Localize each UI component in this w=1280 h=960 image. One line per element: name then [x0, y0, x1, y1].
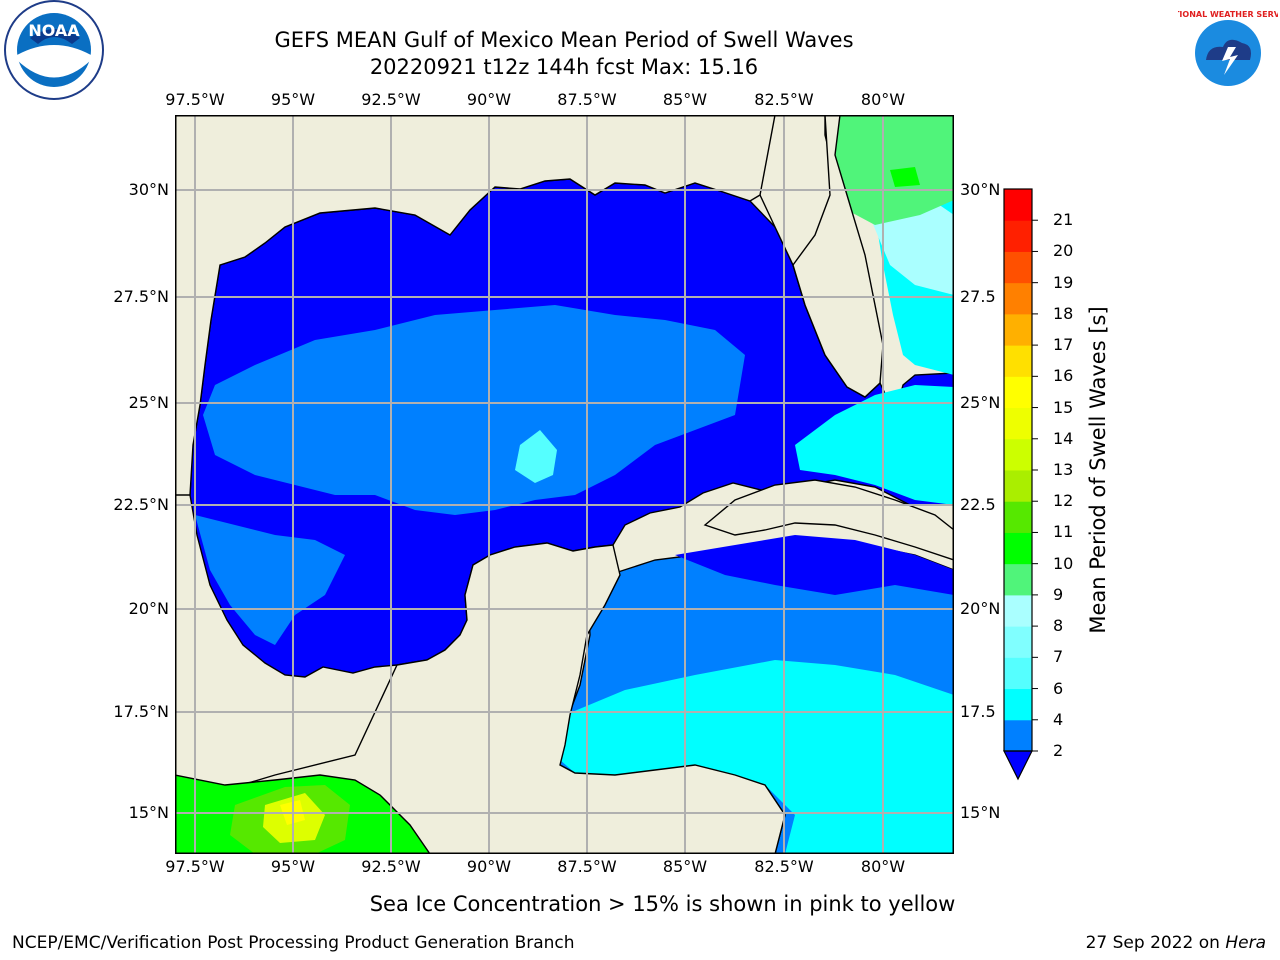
colorbar-segment	[1004, 251, 1032, 284]
colorbar-segment	[1004, 220, 1032, 252]
lon-tick-top: 82.5°W	[754, 90, 814, 109]
caribbean-period-6-8	[560, 660, 954, 854]
map-panel	[175, 115, 954, 854]
colorbar-segment	[1004, 532, 1032, 565]
lon-tick-top: 90°W	[466, 90, 512, 109]
lat-tick-right: 17.5	[960, 702, 996, 721]
colorbar-segment	[1004, 407, 1032, 440]
caribbean-period-2-4-north	[675, 535, 954, 595]
lat-tick-left: 22.5°N	[113, 495, 169, 514]
lon-tick-bottom: 97.5°W	[165, 857, 225, 876]
chart-subtitle: 20220921 t12z 144h fcst Max: 15.16	[369, 55, 759, 79]
cuba	[703, 479, 954, 561]
footer-branch: NCEP/EMC/Verification Post Processing Pr…	[12, 933, 575, 953]
sea-ice-note: Sea Ice Concentration > 15% is shown in …	[369, 892, 956, 916]
atlantic-period-10-11	[890, 167, 920, 187]
colorbar-tick-label: 18	[1053, 303, 1074, 323]
colorbar-tick-label: 16	[1053, 366, 1074, 386]
lat-tick-left: 27.5°N	[113, 287, 169, 306]
colorbar-segment	[1004, 345, 1032, 377]
footer-date-text: 27 Sep 2022 on	[1085, 933, 1220, 953]
lat-tick-right: 22.5	[960, 495, 996, 514]
colorbar-tick-label: 20	[1053, 241, 1074, 261]
lon-tick-bottom: 95°W	[270, 857, 316, 876]
lat-tick-right: 25°N	[960, 393, 1001, 412]
nws-logo-text: NATIONAL WEATHER SERVICE	[1178, 10, 1278, 19]
lon-tick-top: 97.5°W	[165, 90, 225, 109]
lat-tick-left: 17.5°N	[113, 702, 169, 721]
lat-tick-right: 27.5	[960, 287, 996, 306]
gulf-period-4-6-southwest	[195, 515, 345, 645]
lon-tick-bottom: 87.5°W	[557, 857, 617, 876]
colorbar-tick-label: 9	[1053, 584, 1064, 604]
colorbar-segment	[1004, 470, 1032, 502]
noaa-logo: NOAA	[4, 0, 104, 100]
colorbar-tick-label: 8	[1053, 616, 1064, 636]
lon-tick-top: 87.5°W	[557, 90, 617, 109]
gridlines	[175, 115, 954, 854]
florida-east-land	[792, 115, 884, 398]
colorbar-tick-label: 10	[1053, 553, 1074, 573]
us-gulf-coast	[175, 115, 776, 496]
gulf-period-6-8-patch	[515, 430, 557, 483]
florida-straits-cyan	[795, 385, 954, 505]
lat-tick-left: 20°N	[128, 599, 169, 618]
noaa-logo-text: NOAA	[28, 21, 80, 40]
colorbar-tick-label: 2	[1053, 741, 1064, 760]
lon-tick-bottom: 90°W	[466, 857, 512, 876]
colorbar-segment	[1004, 594, 1032, 627]
colorbar-segment	[1004, 376, 1032, 409]
colorbar-tick-label: 19	[1053, 272, 1074, 292]
colorbar-segment	[1004, 189, 1032, 221]
lat-tick-left: 30°N	[128, 180, 169, 199]
lat-tick-left: 15°N	[128, 803, 169, 822]
colorbar-segment	[1004, 501, 1032, 533]
footer-machine: Hera	[1225, 933, 1266, 953]
lon-tick-top: 92.5°W	[361, 90, 421, 109]
lon-tick-bottom: 85°W	[662, 857, 708, 876]
colorbar-tick-label: 13	[1053, 460, 1074, 479]
colorbar-tick-label: 4	[1053, 709, 1064, 729]
lat-tick-left: 25°N	[128, 393, 169, 412]
colorbar-segment	[1004, 313, 1032, 346]
colorbar-tick-label: 21	[1053, 210, 1074, 230]
colorbar-segment	[1004, 282, 1032, 315]
lat-tick-right: 15°N	[960, 803, 1001, 822]
lon-tick-bottom: 92.5°W	[361, 857, 421, 876]
colorbar-tick-label: 11	[1053, 522, 1074, 542]
footer-date: 27 Sep 2022 on Hera	[1086, 933, 1266, 953]
lon-tick-top: 85°W	[662, 90, 708, 109]
colorbar-segment	[1004, 626, 1032, 658]
colorbar-segment	[1004, 688, 1032, 721]
colorbar-label: Mean Period of Swell Waves [s]	[1086, 306, 1110, 634]
lon-tick-top: 80°W	[860, 90, 906, 109]
lat-tick-right: 30°N	[960, 180, 1001, 199]
colorbar-tick-label: 6	[1053, 678, 1064, 698]
lat-tick-right: 20°N	[960, 599, 1001, 618]
colorbar-tick-label: 7	[1053, 647, 1064, 667]
colorbar-tick-label: 15	[1053, 397, 1074, 417]
colorbar-tick-label: 17	[1053, 335, 1074, 355]
colorbar-tick-label: 14	[1053, 428, 1074, 448]
colorbar-segment	[1004, 438, 1032, 471]
colorbar	[1003, 188, 1038, 781]
colorbar-segment	[1004, 719, 1032, 752]
colorbar-extend-arrow	[1003, 750, 1033, 781]
gulf-period-4-6-north	[203, 305, 745, 515]
chart-title: GEFS MEAN Gulf of Mexico Mean Period of …	[274, 28, 854, 52]
nws-logo: NATIONAL WEATHER SERVICE	[1178, 7, 1278, 99]
lon-tick-bottom: 80°W	[860, 857, 906, 876]
colorbar-tick-label: 12	[1053, 491, 1074, 511]
colorbar-segment	[1004, 563, 1032, 596]
lon-tick-bottom: 82.5°W	[754, 857, 814, 876]
lon-tick-top: 95°W	[270, 90, 316, 109]
colorbar-segment	[1004, 657, 1032, 690]
